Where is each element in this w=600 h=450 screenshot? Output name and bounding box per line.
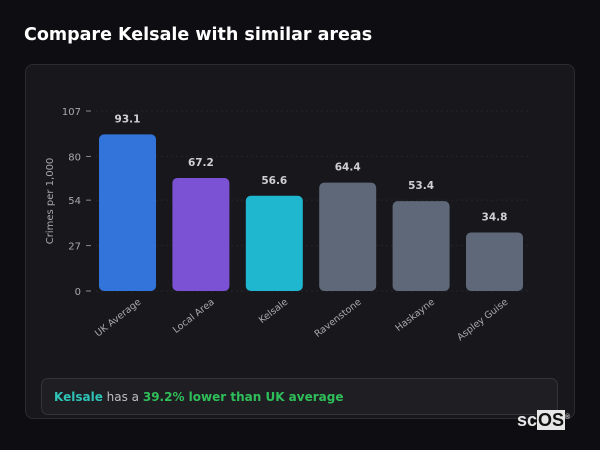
y-tick-label: 27 [68, 242, 81, 253]
data-label: 67.2 [188, 157, 214, 169]
x-tick-label: UK Average [93, 297, 143, 340]
logo-os: OS [537, 410, 566, 430]
data-label: 53.4 [408, 180, 434, 192]
x-tick-label: Aspley Guise [455, 297, 510, 344]
scos-logo: scOS® [517, 410, 570, 431]
y-tick-label: 54 [68, 196, 81, 207]
bar-aspley-guise [466, 232, 523, 291]
bar-ravenstone [319, 182, 377, 291]
bar-kelsale [245, 195, 303, 291]
logo-mark: ® [565, 414, 571, 421]
bar-haskayne [392, 201, 450, 291]
summary-area: Kelsale [54, 390, 103, 404]
x-tick-label: Local Area [171, 297, 217, 336]
summary-middle: has a [102, 390, 143, 404]
summary-highlight: 39.2% lower than UK average [142, 390, 344, 404]
logo-sc: sc [517, 410, 538, 430]
y-tick-label: 0 [75, 287, 81, 298]
summary-banner: Kelsale has a 39.2% lower than UK averag… [41, 378, 558, 415]
bar-uk-average [99, 134, 156, 291]
y-tick-label: 107 [62, 107, 81, 118]
y-tick-label: 80 [68, 152, 81, 163]
x-tick-label: Kelsale [257, 297, 290, 326]
data-label: 34.8 [482, 211, 508, 223]
bar-local-area [172, 177, 230, 291]
page-title: Compare Kelsale with similar areas [24, 25, 373, 45]
data-label: 93.1 [115, 113, 141, 125]
data-label: 64.4 [335, 162, 361, 174]
data-label: 56.6 [261, 175, 287, 187]
x-tick-label: Ravenstone [313, 297, 364, 340]
x-tick-label: Haskayne [393, 297, 437, 334]
y-axis-label: Crimes per 1,000 [45, 158, 56, 245]
